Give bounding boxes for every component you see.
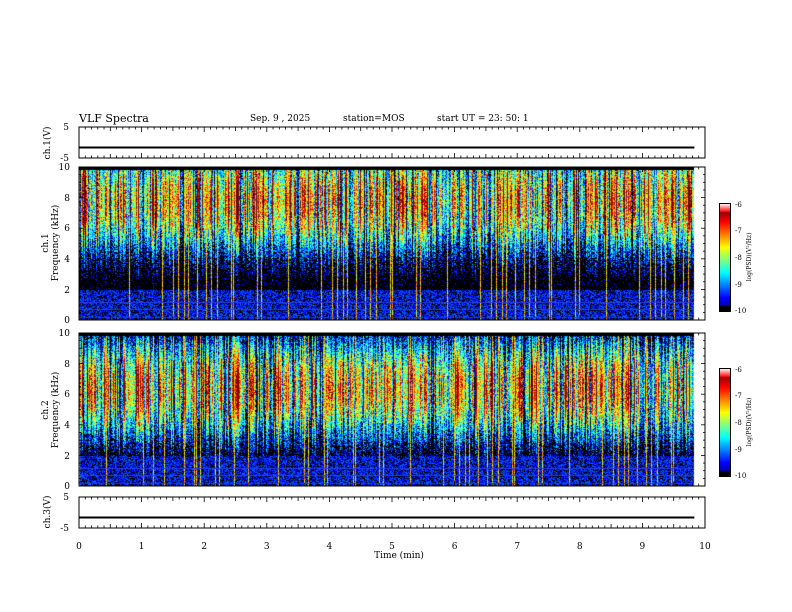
cbar1-tick-m10: -10 [735,307,746,315]
cbar1-tick-m9: -9 [735,281,742,289]
ch1-ytick-2: 2 [64,286,70,296]
ch2-ytick-0: 0 [64,482,70,492]
ch2-ytick-10: 10 [59,329,71,339]
xtick-label-10: 10 [699,542,711,552]
ch1-ytick-top: 5 [63,123,69,133]
ch1-spectrogram-ylabel-frequency: Frequency (kHz) [50,205,61,282]
ch3-waveform-ylabel: ch.3(V) [42,496,53,529]
chart-title: VLF Spectra [79,112,149,125]
cbar2-tick-m7: -7 [735,392,742,400]
xtick-label-0: 0 [76,542,82,552]
start-time-label: start UT = 23: 50: 1 [437,114,529,124]
xtick-label-2: 2 [201,542,207,552]
ch1-ytick-bottom: -5 [60,154,69,164]
ch1-spectrogram [79,167,705,320]
ch2-colorbar-gradient [719,368,731,477]
ch2-colorbar [719,368,731,477]
ch1-waveform-ylabel: ch.1(V) [42,127,53,160]
xtick-label-3: 3 [264,542,270,552]
station-label: station=MOS [343,114,405,124]
ch1-ytick-4: 4 [64,255,70,265]
ch1-ytick-6: 6 [64,224,70,234]
cbar1-tick-m7: -7 [735,227,742,235]
ch2-spectrogram-canvas [79,333,705,486]
cbar2-tick-m10: -10 [735,472,746,480]
tick-marks [78,127,706,528]
cbar2-tick-m8: -8 [735,419,742,427]
ch3-ytick-top: 5 [63,493,69,503]
ch1-colorbar [719,203,731,312]
xtick-label-4: 4 [327,542,333,552]
ch1-ytick-8: 8 [64,194,70,204]
xtick-label-9: 9 [640,542,646,552]
ch2-spectrogram-ylabel-channel: ch.2 [41,400,51,419]
xtick-label-1: 1 [139,542,145,552]
ch2-ytick-4: 4 [64,421,70,431]
xtick-label-8: 8 [577,542,583,552]
cbar1-tick-m8: -8 [735,254,742,262]
ch2-spectrogram-ylabel-frequency: Frequency (kHz) [50,372,61,449]
cbar1-tick-m6: -6 [735,201,742,209]
ch2-ytick-2: 2 [64,452,70,462]
xtick-label-6: 6 [452,542,458,552]
ch1-spectrogram-ylabel-channel: ch.1 [41,233,51,252]
ch1-ytick-0: 0 [64,316,70,326]
ch1-spectrogram-canvas [79,167,705,320]
date-label: Sep. 9 , 2025 [250,114,311,124]
cbar2-tick-m9: -9 [735,446,742,454]
ch2-spectrogram [79,333,705,486]
ch2-ytick-6: 6 [64,390,70,400]
ch2-spectrogram-frame [78,332,706,487]
xtick-label-5: 5 [389,542,395,552]
ch1-ytick-10: 10 [59,163,71,173]
ch1-spectrogram-frame [78,166,706,321]
ch3-ytick-bottom: -5 [60,524,69,534]
xtick-label-7: 7 [514,542,520,552]
ch1-colorbar-gradient [719,203,731,312]
cbar1-label: log(PSD)(V²/Hz) [746,233,753,282]
cbar2-tick-m6: -6 [735,366,742,374]
cbar2-label: log(PSD)(V²/Hz) [746,398,753,447]
ch2-ytick-8: 8 [64,360,70,370]
x-axis-label: Time (min) [374,550,424,561]
